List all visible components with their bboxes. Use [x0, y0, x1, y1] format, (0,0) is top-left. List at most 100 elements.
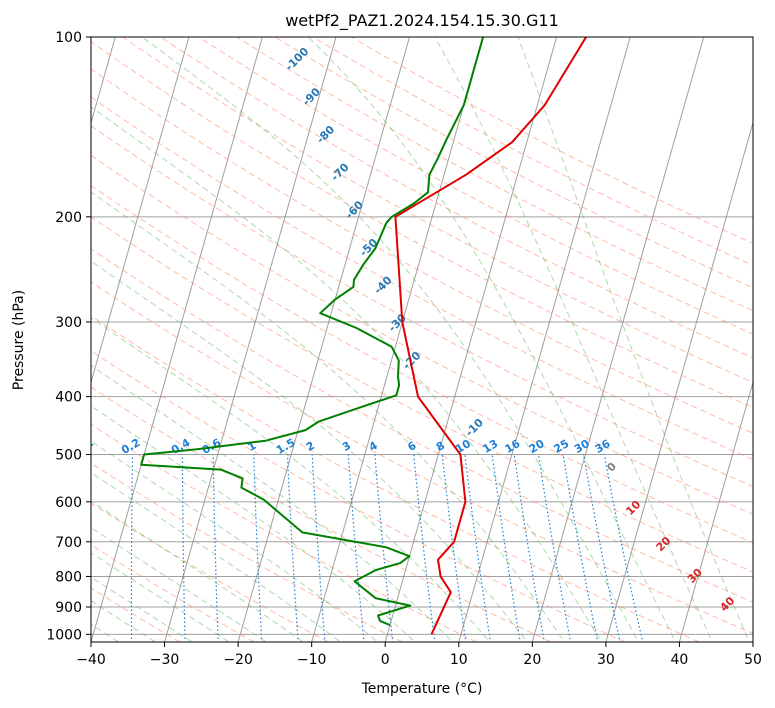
- mixing-ratio-label: 6: [405, 439, 418, 454]
- moist-adiabat-label: -70: [328, 160, 351, 183]
- y-tick-label: 700: [55, 535, 82, 551]
- mixing-ratio-line: [583, 454, 621, 642]
- dry-adiabat-line: [91, 544, 255, 642]
- mixing-ratio-label: 0.4: [169, 436, 193, 457]
- mixing-ratio-line: [513, 454, 545, 642]
- mixing-ratio-label: 16: [503, 437, 523, 456]
- mixing-ratio-line: [81, 455, 85, 648]
- isotherm-line: [752, 640, 753, 642]
- mixing-ratio-label: 2: [304, 439, 317, 454]
- moist-adiabat-line: [91, 106, 603, 642]
- y-tick-label: 400: [55, 390, 82, 406]
- moist-adiabat-line: [91, 500, 305, 642]
- mixing-ratio-label: 1.5: [274, 436, 297, 457]
- moist-adiabat-line: [91, 260, 528, 642]
- y-tick-label: 300: [55, 315, 82, 331]
- dry-adiabat-line: [91, 423, 477, 642]
- mixing-ratio-line: [491, 454, 521, 642]
- x-axis-label: Temperature (°C): [361, 681, 483, 697]
- dry-adiabat-line: [91, 502, 329, 642]
- isotherm-line: [164, 37, 337, 642]
- moist-adiabat-line: [91, 191, 565, 642]
- dry-adiabat-line: [91, 315, 700, 642]
- isotherm-line: [384, 37, 558, 642]
- x-tick-label: 10: [450, 652, 468, 668]
- mixing-ratio-label: 8: [434, 439, 447, 454]
- y-tick-label: 500: [55, 448, 82, 464]
- x-tick-label: 30: [597, 652, 615, 668]
- y-tick-label: 1000: [46, 627, 82, 643]
- mixing-ratio-label: 0.1: [72, 436, 95, 457]
- mixing-ratio-line: [537, 454, 572, 642]
- moist-adiabat-label: -100: [283, 45, 312, 74]
- y-axis-label: Pressure (hPa): [11, 290, 27, 390]
- mixing-ratio-line: [311, 454, 326, 642]
- mixing-ratio-label: 4: [367, 439, 380, 454]
- x-tick-label: −30: [150, 652, 180, 668]
- isotherm-line: [91, 37, 190, 385]
- dry-adiabat-line: [91, 281, 753, 634]
- temperature-line: [394, 37, 587, 635]
- moist-adiabat-line: [91, 552, 230, 642]
- dry-adiabat-line: [91, 154, 753, 515]
- moist-adiabat-label: 30: [685, 566, 705, 586]
- mixing-ratio-line: [464, 454, 492, 642]
- dry-adiabat-line: [91, 386, 551, 642]
- mixing-ratio-label: 0.2: [119, 436, 142, 457]
- moist-adiabat-label: 40: [717, 594, 737, 614]
- isotherm-line: [458, 37, 631, 642]
- mixing-ratio-label: 25: [551, 437, 571, 456]
- y-tick-label: 900: [55, 600, 82, 616]
- plot-frame: [90, 36, 754, 643]
- moist-adiabat-label: -80: [314, 123, 337, 146]
- x-tick-label: 40: [671, 652, 689, 668]
- mixing-ratio-line: [374, 454, 394, 642]
- dry-adiabat-line: [91, 41, 753, 409]
- x-tick-label: 0: [381, 652, 390, 668]
- mixing-ratio-line: [253, 454, 263, 642]
- x-tick-label: −10: [297, 652, 327, 668]
- isotherm-line: [91, 37, 263, 642]
- dry-adiabat-line: [198, 37, 753, 335]
- moist-adiabat-line: [91, 364, 454, 642]
- y-axis: 100 200 300 400 500 600 700 800 900 1000: [46, 30, 91, 643]
- x-tick-label: 50: [744, 652, 762, 668]
- x-axis: −40 −30 −20 −10 0 10 20 30 40 50: [76, 642, 762, 668]
- dry-adiabat-line: [236, 37, 753, 312]
- mixing-ratio-line: [181, 454, 186, 642]
- background-lines: [81, 37, 753, 648]
- moist-adiabat-label: -30: [386, 311, 409, 334]
- dewpoint-line: [140, 37, 485, 627]
- mixing-ratio-label: 36: [593, 437, 613, 456]
- dry-adiabat-line: [91, 185, 753, 544]
- dry-adiabat-line: [91, 587, 180, 642]
- dry-adiabat-line: [91, 462, 403, 642]
- moist-adiabat-label: 0: [604, 460, 619, 475]
- mixing-ratio-label: 20: [527, 437, 547, 456]
- y-tick-label: 100: [55, 30, 82, 46]
- isotherm-line: [237, 37, 410, 642]
- mixing-ratio-line: [347, 454, 365, 642]
- moist-adiabat-line: [517, 37, 750, 642]
- x-tick-label: −40: [76, 652, 106, 668]
- mixing-ratio-line: [130, 454, 134, 642]
- dry-adiabat-line: [91, 125, 753, 488]
- isotherm-line: [531, 37, 705, 642]
- moist-adiabat-label: -90: [300, 85, 323, 108]
- moist-adiabat-label: -40: [371, 273, 394, 296]
- moist-adiabat-line: [91, 405, 416, 642]
- moist-adiabat-line: [91, 317, 491, 642]
- moist-adiabat-label: -10: [463, 416, 486, 439]
- dry-adiabat-line: [122, 37, 753, 383]
- dry-adiabat-line: [160, 37, 753, 359]
- mixing-ratio-line: [562, 454, 599, 642]
- sounding-profiles: [140, 37, 587, 635]
- mixing-ratio-line: [603, 454, 644, 642]
- moist-adiabat-label: 10: [623, 498, 643, 518]
- x-tick-label: 20: [523, 652, 541, 668]
- x-tick-label: −20: [223, 652, 253, 668]
- moist-adiabat-line: [307, 37, 677, 642]
- dry-adiabat-line: [91, 68, 753, 434]
- y-tick-label: 200: [55, 210, 82, 226]
- chart-title: wetPf2_PAZ1.2024.154.15.30.G11: [285, 11, 559, 31]
